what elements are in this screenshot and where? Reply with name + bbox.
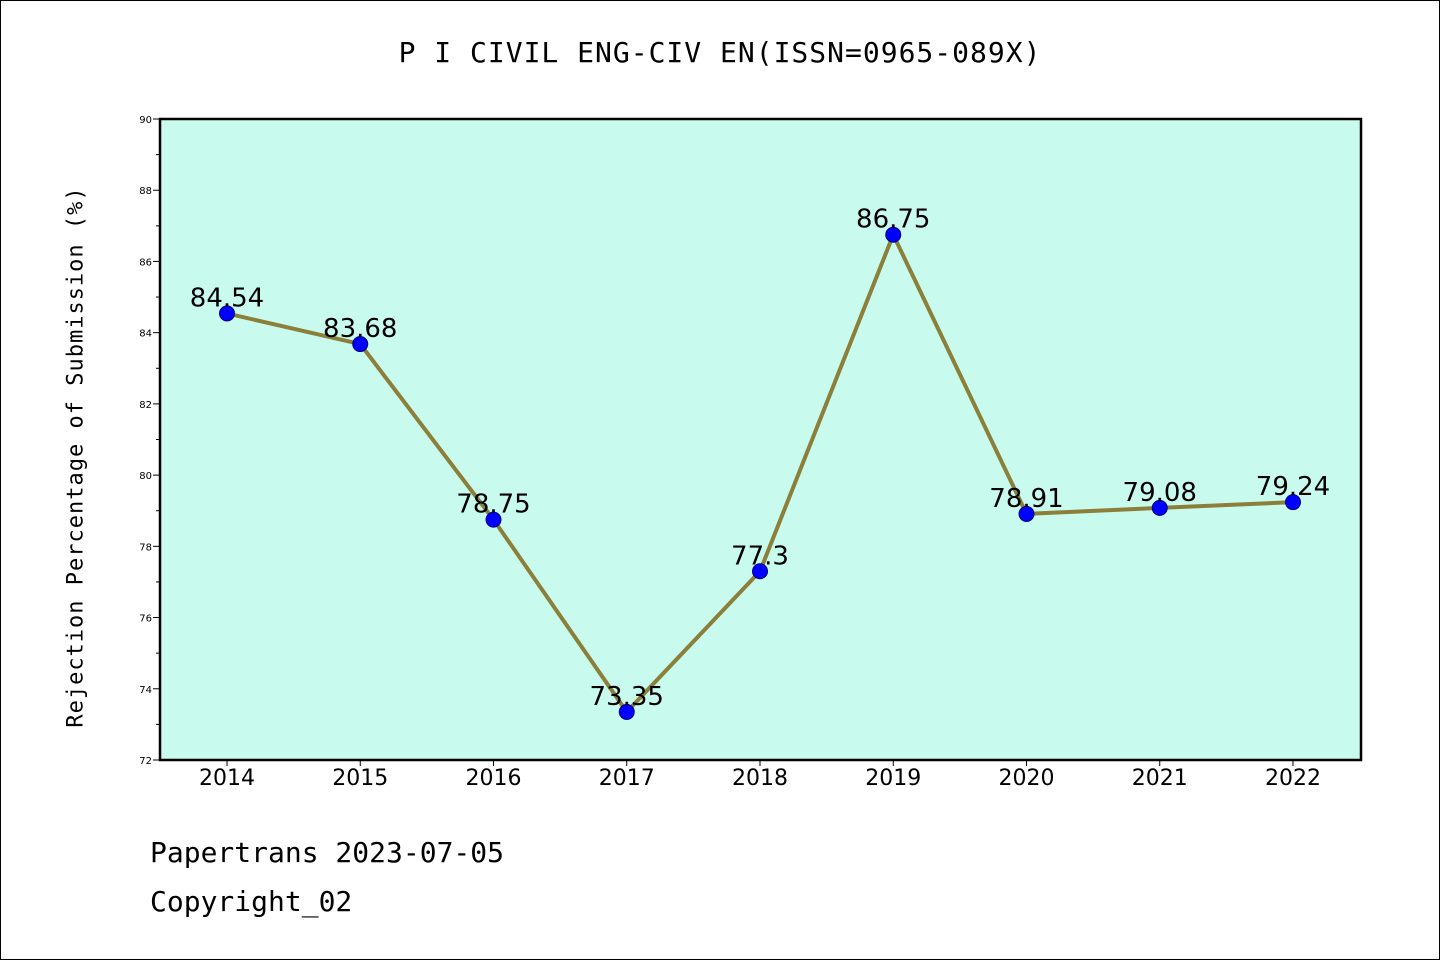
data-point: [752, 563, 768, 580]
data-labels: 84.54 83.68 78.75 73.35 77.3 86.75 78.91 79.08 7…: [190, 205, 1330, 712]
data-point: [352, 336, 369, 353]
plot-border: [158, 117, 1363, 762]
x-tick-label: 2016: [466, 766, 522, 791]
data-label: 78.91: [989, 484, 1063, 514]
y-axis-ticks: 72 74 76 78 80 82 84 86 88 90: [139, 115, 160, 767]
y-tick-label: 74: [139, 685, 152, 696]
chart-title: P I CIVIL ENG-CIV EN(ISSN=0965-089X): [398, 36, 1042, 69]
data-markers: [219, 226, 1301, 720]
y-tick-label: 80: [139, 471, 152, 482]
data-label: 77.3: [731, 541, 789, 571]
data-point: [1018, 505, 1035, 522]
data-label: 83.68: [323, 314, 397, 344]
data-label: 79.08: [1123, 478, 1197, 508]
x-tick-label: 2020: [999, 766, 1055, 791]
data-point: [618, 703, 635, 720]
y-tick-label: 78: [139, 542, 152, 553]
x-tick-label: 2017: [599, 766, 655, 791]
data-label: 79.24: [1256, 472, 1330, 502]
x-axis-ticks: 2014 2015 2016 2017 2018 2019 2020 2021 2022: [199, 760, 1321, 791]
data-point: [1151, 499, 1168, 516]
data-point: [885, 226, 902, 243]
footer-copyright: Copyright_02: [150, 885, 353, 918]
y-tick-label: 82: [139, 400, 152, 411]
x-tick-label: 2021: [1132, 766, 1188, 791]
y-tick-label: 84: [139, 329, 152, 340]
y-tick-label: 90: [139, 115, 152, 126]
x-tick-label: 2022: [1265, 766, 1321, 791]
data-point: [1285, 494, 1301, 511]
y-tick-label: 86: [139, 257, 152, 268]
y-tick-label: 72: [139, 756, 152, 767]
data-label: 84.54: [190, 283, 264, 313]
y-tick-label: 88: [139, 186, 152, 197]
data-point: [485, 511, 502, 528]
plot-area: [160, 119, 1361, 760]
data-point: [219, 305, 235, 322]
y-tick-label: 76: [139, 614, 152, 625]
data-label: 78.75: [456, 490, 530, 520]
footer-date: Papertrans 2023-07-05: [150, 836, 505, 869]
x-tick-label: 2018: [732, 766, 788, 791]
x-tick-label: 2015: [332, 766, 388, 791]
data-label: 86.75: [856, 205, 930, 235]
x-tick-label: 2019: [865, 766, 921, 791]
x-tick-label: 2014: [199, 766, 255, 791]
data-label: 73.35: [590, 682, 664, 712]
